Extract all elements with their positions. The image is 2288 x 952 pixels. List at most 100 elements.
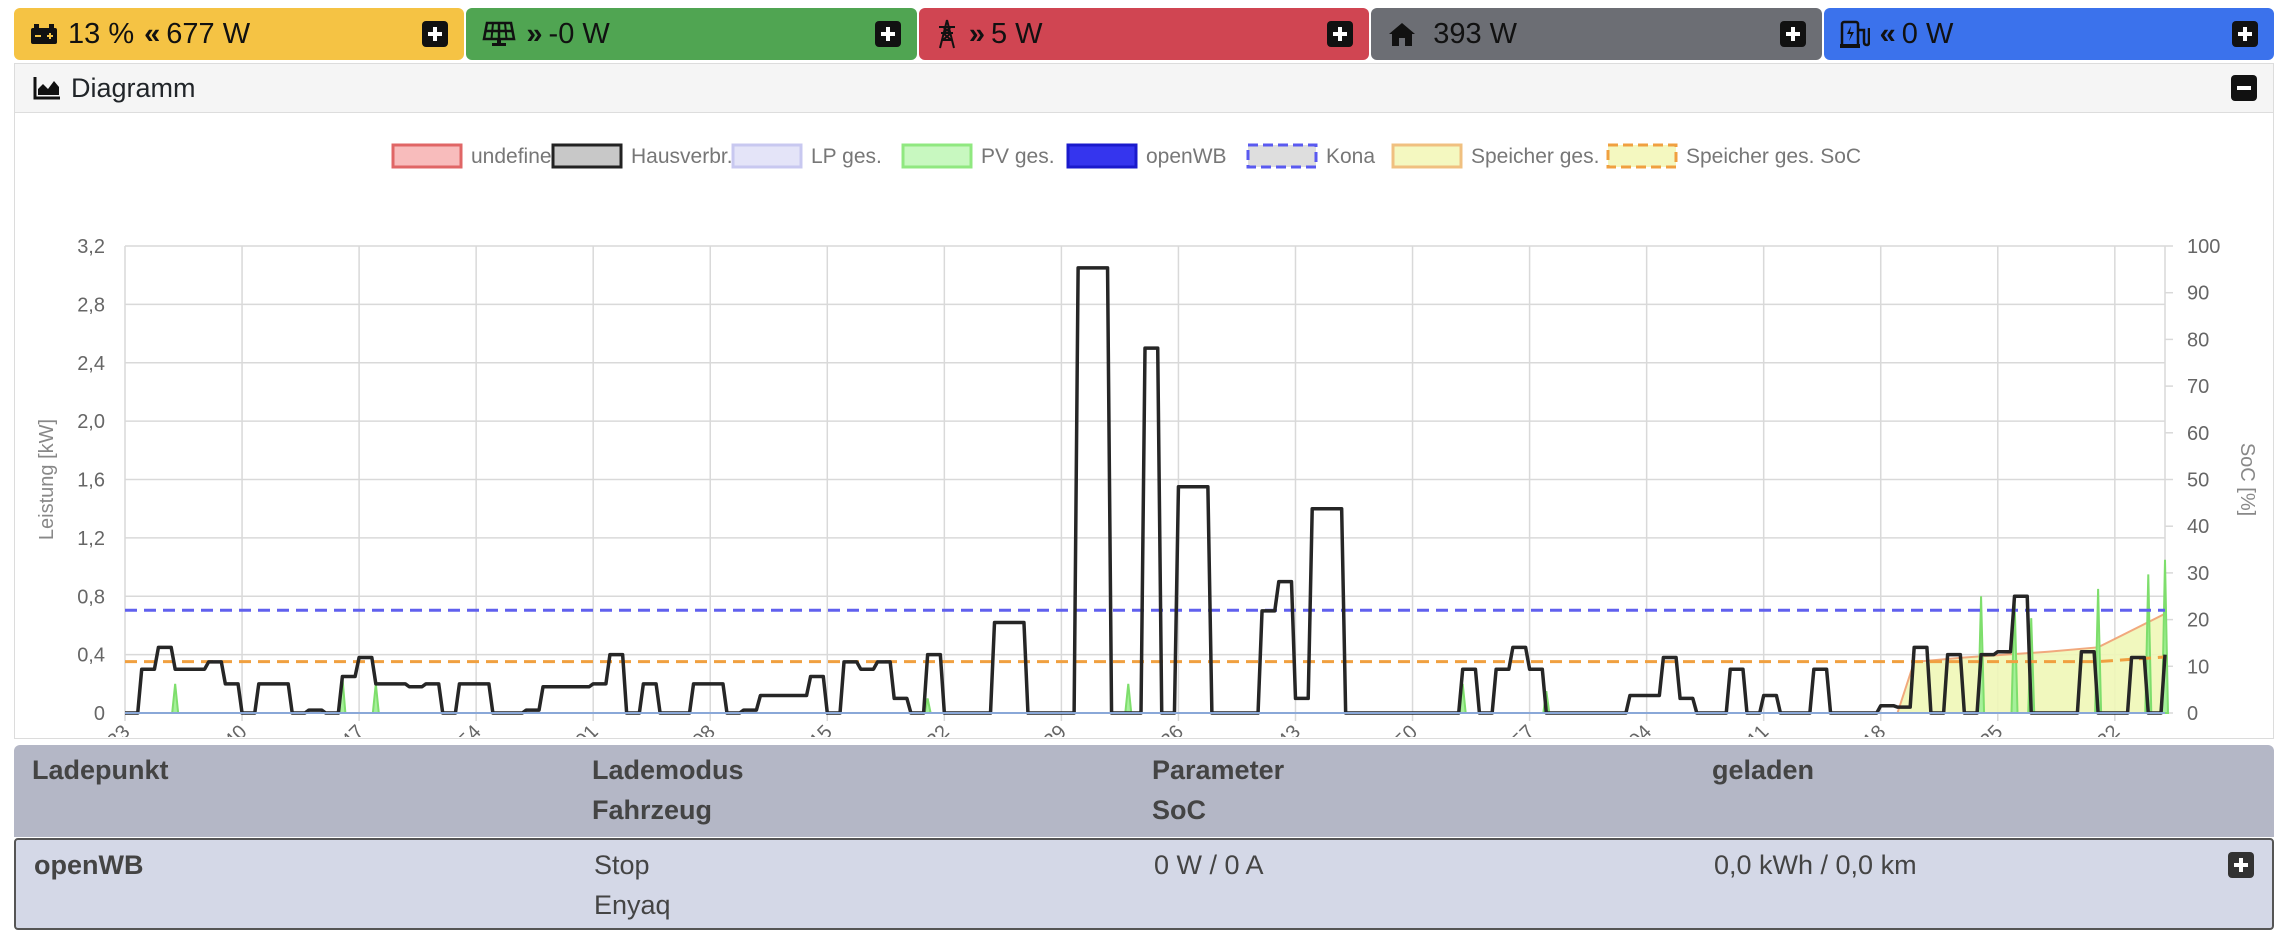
area-chart-icon: [33, 76, 61, 100]
chevron-right-icon: »: [526, 17, 542, 50]
legend-label: Hausverbr.: [631, 145, 733, 168]
y2-tick-label: 60: [2187, 423, 2209, 445]
x-tick-label: 11:25: [1957, 721, 2007, 737]
chevron-left-icon: «: [144, 17, 160, 50]
y2-axis-title: SoC [%]: [2236, 443, 2258, 516]
hausverbrauch-line: [125, 266, 2167, 715]
y-tick-label: 2,8: [77, 294, 105, 316]
expand-grid-button[interactable]: [1327, 21, 1354, 47]
x-tick-label: 10:43: [1254, 721, 1305, 737]
legend-item: Speicher ges. SoC: [1606, 143, 1861, 169]
legend-swatch: [1606, 143, 1678, 169]
x-tick-label: 10:08: [669, 721, 720, 737]
y-tick-label: 2,4: [77, 353, 105, 375]
x-tick-label: 11:11: [1724, 721, 1773, 737]
charging-station-icon: [1839, 20, 1870, 48]
x-tick-label: 09:54: [435, 721, 486, 737]
y2-tick-label: 70: [2187, 376, 2209, 398]
diagram-title: Diagramm: [71, 72, 196, 103]
legend-swatch: [1391, 143, 1463, 169]
y2-tick-label: 90: [2187, 283, 2209, 305]
y-axis-title: Leistung [kW]: [36, 419, 58, 540]
y2-tick-label: 30: [2187, 563, 2209, 585]
legend-item: PV ges.: [901, 143, 1055, 169]
x-tick-label: 11:32: [2074, 721, 2124, 737]
legend-label: openWB: [1146, 145, 1227, 168]
car-battery-icon: [30, 22, 58, 46]
y2-tick-label: 80: [2187, 329, 2209, 351]
pv-tile[interactable]: » -0 W: [466, 8, 917, 60]
x-tick-label: 10:36: [1137, 721, 1188, 737]
expand-chargepoint-button[interactable]: [2228, 852, 2254, 878]
x-tick-label: 10:22: [903, 721, 954, 737]
battery-soc: 13 %: [68, 17, 135, 50]
legend-label: PV ges.: [981, 145, 1055, 168]
legend-swatch: [391, 143, 463, 169]
battery-tile[interactable]: 13 % « 677 W: [14, 8, 465, 60]
charge-power: 0 W: [1901, 17, 1954, 50]
legend-swatch: [731, 143, 803, 169]
x-tick-label: 10:50: [1371, 721, 1422, 737]
legend-item: Speicher ges.: [1391, 143, 1599, 169]
chevron-left-icon: «: [1879, 17, 1896, 50]
legend-label: Kona: [1326, 145, 1375, 168]
chargepoint-name: openWB: [34, 850, 144, 880]
house-power: 393 W: [1433, 17, 1518, 50]
x-tick-label: 10:57: [1488, 721, 1539, 737]
home-icon: [1387, 21, 1417, 47]
header-ladepunkt: Ladepunkt: [32, 755, 169, 785]
solar-panel-icon: [482, 21, 516, 47]
pv-spike: [371, 683, 380, 714]
grid-power: 5 W: [990, 17, 1043, 50]
pv-power: -0 W: [548, 17, 610, 50]
expand-charge-button[interactable]: [2232, 21, 2259, 47]
y-tick-label: 2,0: [77, 411, 105, 433]
legend-label: LP ges.: [811, 145, 882, 168]
table-row[interactable]: openWB Stop Enyaq 0 W / 0 A 0,0 kWh / 0,…: [14, 838, 2274, 930]
power-tower-icon: [935, 19, 959, 49]
y2-tick-label: 20: [2187, 610, 2209, 632]
x-tick-label: 11:04: [1606, 721, 1656, 737]
x-tick-label: 11:18: [1840, 721, 1890, 737]
header-fahrzeug: Fahrzeug: [592, 795, 713, 825]
diagram-card: Diagramm 0 0,4 0,8 1,2 1,6 2,0 2,4 2,8 3,2 0 10 20 3…: [14, 63, 2274, 739]
house-tile[interactable]: 393 W: [1371, 8, 1822, 60]
collapse-diagram-button[interactable]: [2231, 75, 2257, 101]
legend-item: LP ges.: [731, 143, 882, 169]
legend-label: undefined: [471, 145, 563, 168]
y-tick-label: 0: [94, 703, 105, 725]
power-chart: 0 0,4 0,8 1,2 1,6 2,0 2,4 2,8 3,2 0 10 20 30 40 50 60 70…: [36, 143, 2258, 737]
y-tick-label: 1,2: [77, 528, 105, 550]
vehicle-name: Enyaq: [594, 890, 671, 920]
x-tick-label: 09:33: [84, 721, 135, 737]
legend-label: Speicher ges. SoC: [1686, 145, 1861, 168]
header-geladen: geladen: [1712, 755, 1815, 785]
legend-item: openWB: [1066, 143, 1227, 169]
diagram-header[interactable]: Diagramm: [15, 64, 2273, 113]
y2-tick-label: 0: [2187, 703, 2198, 725]
y-tick-label: 1,6: [77, 470, 105, 492]
chargepoint-table-header: Ladepunkt Lademodus Fahrzeug Parameter S…: [14, 745, 2274, 837]
header-parameter: Parameter: [1152, 755, 1285, 785]
expand-battery-button[interactable]: [422, 21, 449, 47]
x-tick-label: 10:29: [1020, 721, 1071, 737]
y-tick-label: 0,8: [77, 586, 105, 608]
legend-swatch: [551, 143, 623, 169]
speicher-soc-line: [125, 655, 2166, 664]
x-tick-label: 09:40: [201, 721, 252, 737]
grid-tile[interactable]: » 5 W: [918, 8, 1370, 60]
header-lademodus: Lademodus: [592, 755, 744, 785]
chevron-right-icon: »: [968, 17, 985, 50]
y-tick-label: 3,2: [77, 236, 105, 258]
legend-item: Hausverbr.: [551, 143, 733, 169]
legend-swatch: [1066, 143, 1138, 169]
charge-tile[interactable]: « 0 W: [1823, 8, 2275, 60]
legend-item: Kona: [1246, 143, 1375, 169]
y2-tick-label: 10: [2187, 656, 2209, 678]
battery-power: 677 W: [166, 17, 251, 50]
y2-tick-label: 100: [2187, 236, 2220, 258]
expand-pv-button[interactable]: [874, 21, 901, 47]
expand-house-button[interactable]: [1779, 21, 1806, 47]
x-tick-label: 10:01: [552, 721, 603, 737]
